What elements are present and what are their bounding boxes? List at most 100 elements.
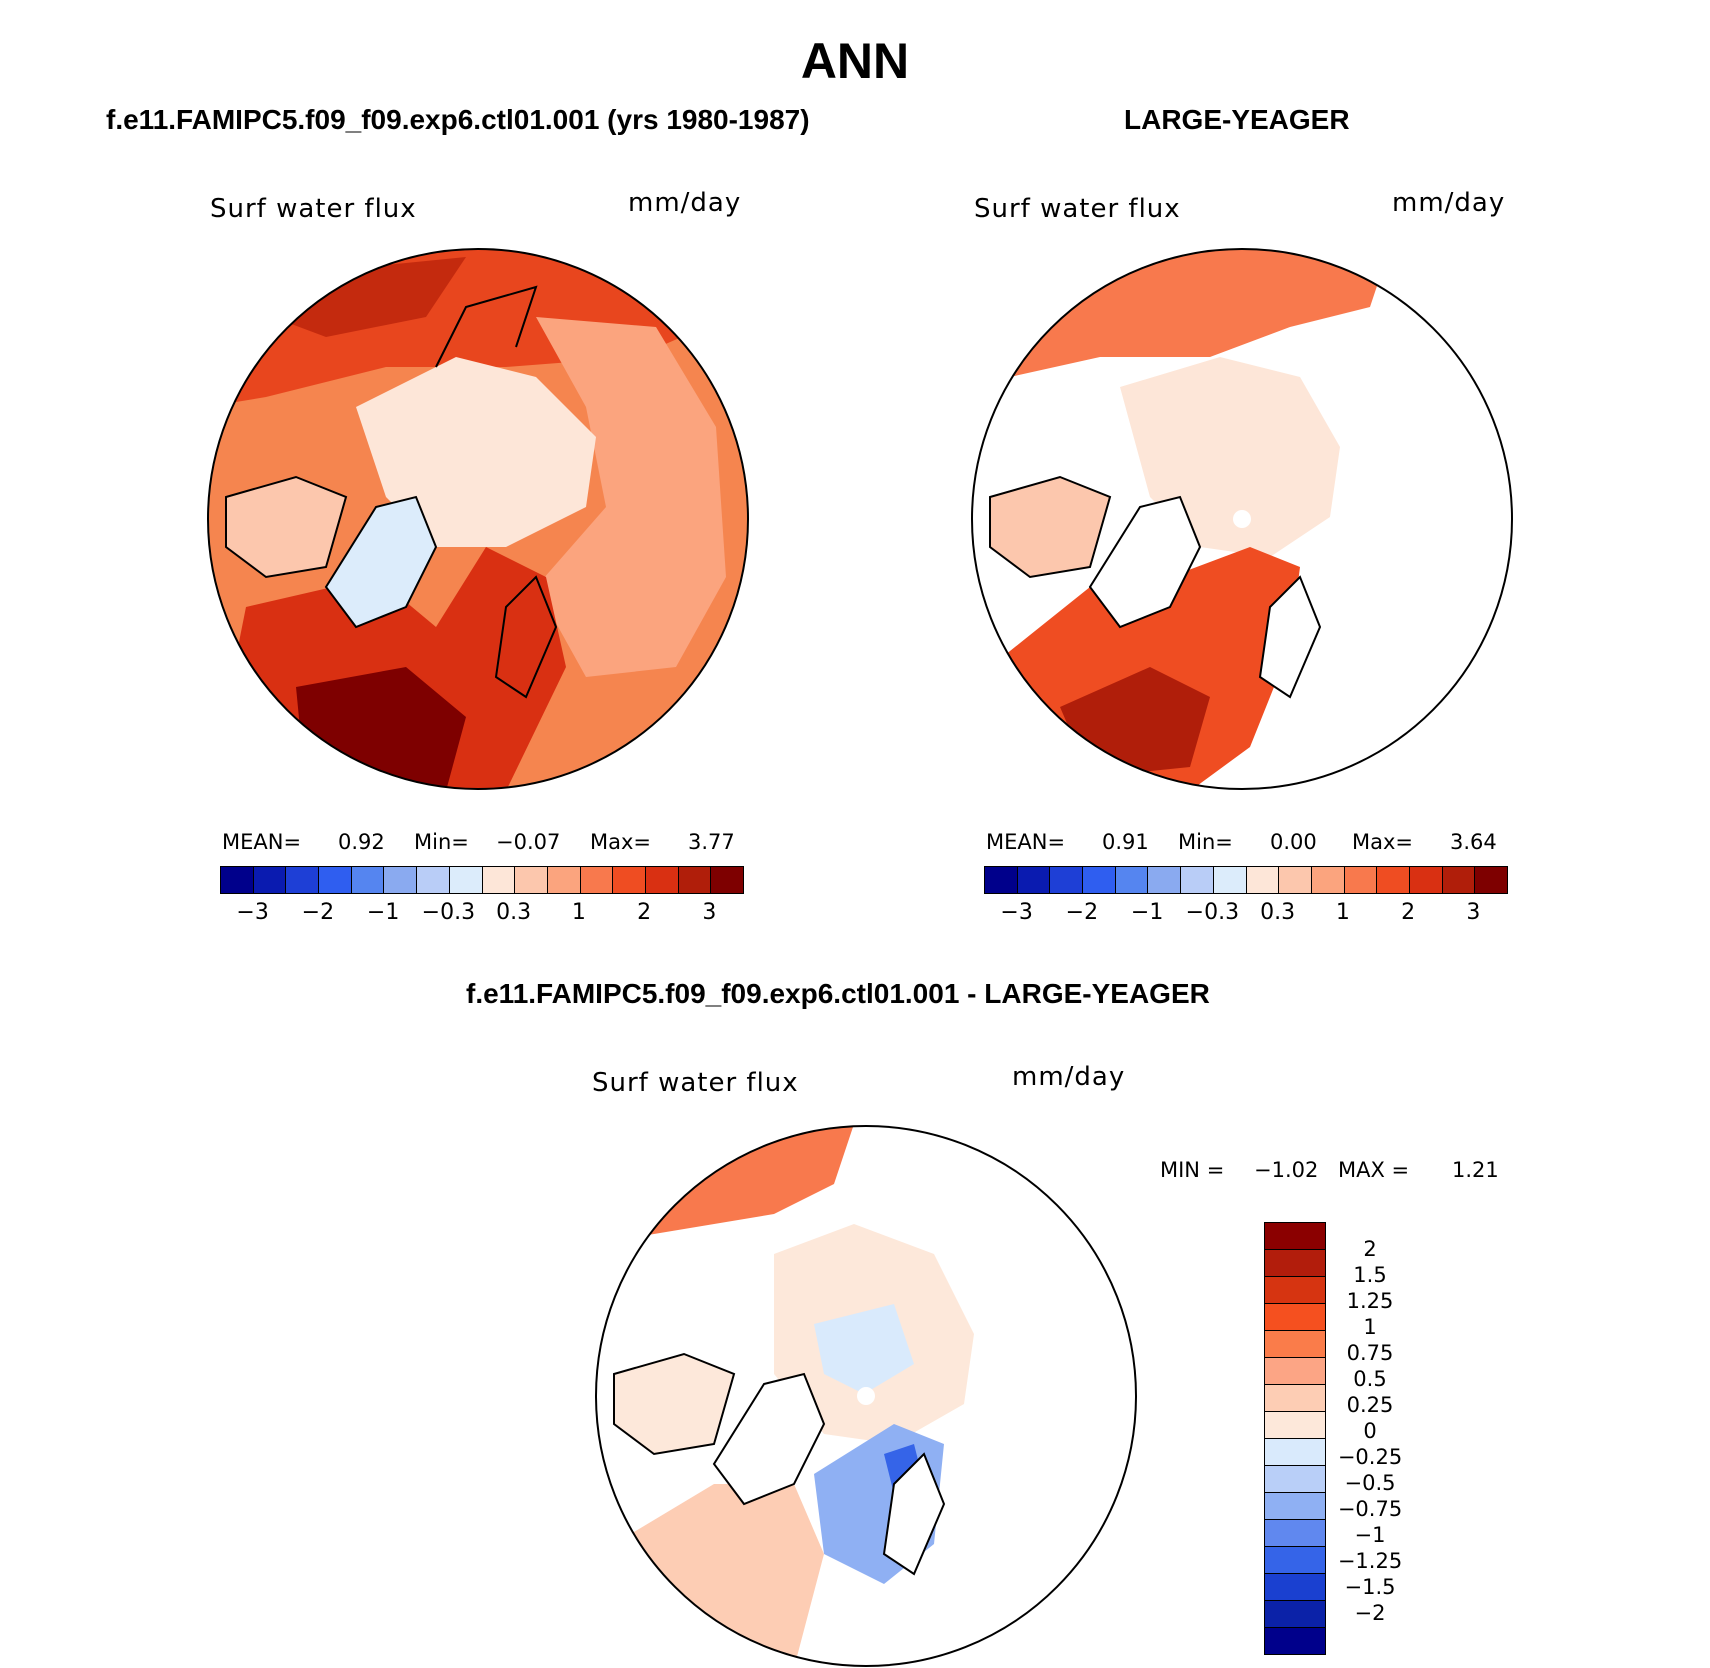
diff-colorbar-swatch <box>1265 1358 1325 1385</box>
right-pole-hole <box>1233 510 1251 528</box>
right-colorbar-swatch <box>1115 867 1149 893</box>
diff-colorbar-swatch <box>1265 1574 1325 1601</box>
diff-colorbar-label: 1.25 <box>1346 1289 1394 1313</box>
left-colorbar-tick-label: −2 <box>301 900 335 925</box>
diff-colorbar-label: 2 <box>1363 1237 1377 1261</box>
left-canada-land <box>225 475 348 579</box>
diff-units-label: mm/day <box>1012 1062 1126 1092</box>
right-units-label: mm/day <box>1392 188 1506 218</box>
diff-colorbar-swatch <box>1265 1547 1325 1574</box>
diff-variable-label: Surf water flux <box>592 1068 799 1098</box>
left-units-label: mm/day <box>628 188 742 218</box>
diff-greenland <box>712 1372 826 1506</box>
left-colorbar-swatch <box>678 867 712 893</box>
right-colorbar-tick-label: −3 <box>1000 900 1033 925</box>
left-colorbar-swatch <box>286 867 320 893</box>
left-colorbar-swatch <box>351 867 385 893</box>
left-colorbar-swatch <box>253 867 287 893</box>
left-colorbar-tick-label: −1 <box>366 900 400 925</box>
right-colorbar-swatch <box>1083 867 1116 893</box>
right-colorbar-tick-label: 0.3 <box>1260 900 1296 925</box>
left-variable-label: Surf water flux <box>210 194 417 224</box>
diff-arctic-blue <box>814 1304 914 1394</box>
diff-colorbar-label: 1 <box>1363 1315 1377 1339</box>
diff-colorbar-labels: 2 1.5 1.25 1 0.75 0.5 0.25 0 −0.25 −0.5 −0.75 −1 −1.… <box>1337 1222 1420 1640</box>
left-colorbar-swatch <box>482 867 516 893</box>
left-max-label: Max= <box>590 830 652 854</box>
left-polar-map <box>207 248 749 790</box>
right-mean-value: 0.91 <box>1102 830 1149 854</box>
diff-colorbar-label: 0.5 <box>1353 1367 1387 1391</box>
left-mean-label: MEAN= <box>222 830 302 854</box>
diff-colorbar-label: −1.25 <box>1337 1549 1403 1573</box>
right-colorbar-swatch <box>1409 867 1443 893</box>
diff-colorbar-swatch <box>1265 1223 1325 1250</box>
left-colorbar-tick-label: 3 <box>702 900 717 925</box>
right-colorbar-tick-label: 3 <box>1466 900 1481 925</box>
left-colorbar-swatch <box>449 867 483 893</box>
diff-colorbar-swatch <box>1265 1466 1325 1493</box>
right-colorbar-swatch <box>1475 867 1507 893</box>
diff-colorbar-swatch <box>1265 1331 1325 1358</box>
diff-colorbar-label: −0.25 <box>1337 1445 1403 1469</box>
diff-colorbar-label: 0.75 <box>1346 1341 1394 1365</box>
diff-colorbar-swatch <box>1265 1385 1325 1412</box>
diff-polar-map <box>595 1125 1137 1667</box>
right-colorbar-ticks: −3 −2 −1 −0.3 0.3 1 2 3 <box>984 900 1506 930</box>
diff-pole-hole <box>857 1387 875 1405</box>
diff-max-label: MAX = <box>1338 1158 1410 1182</box>
left-colorbar-swatch <box>580 867 614 893</box>
right-colorbar-swatch <box>1213 867 1247 893</box>
right-colorbar-tick-label: 2 <box>1401 900 1416 925</box>
figure-title: ANN <box>800 33 910 89</box>
left-colorbar-tick-label: −0.3 <box>421 900 476 925</box>
diff-colorbar-swatch <box>1265 1412 1325 1439</box>
right-colorbar-swatch <box>1181 867 1214 893</box>
right-mean-label: MEAN= <box>986 830 1066 854</box>
left-colorbar-swatch <box>417 867 450 893</box>
left-colorbar-swatch <box>645 867 679 893</box>
diff-colorbar-label: 0.25 <box>1346 1393 1394 1417</box>
left-max-value: 3.77 <box>688 830 735 854</box>
diff-colorbar-label: 0 <box>1363 1419 1377 1443</box>
diff-colorbar-label: −1 <box>1354 1523 1386 1547</box>
left-pacific-peak <box>246 257 466 337</box>
left-colorbar-swatch <box>547 867 581 893</box>
left-colorbar-tick-label: 0.3 <box>496 900 532 925</box>
diff-colorbar-swatch <box>1265 1493 1325 1520</box>
right-polar-map <box>971 248 1513 790</box>
right-colorbar-swatch <box>1311 867 1345 893</box>
right-colorbar <box>984 866 1508 894</box>
left-colorbar <box>220 866 744 894</box>
left-colorbar-swatch <box>384 867 418 893</box>
diff-colorbar-label: −0.5 <box>1344 1471 1396 1495</box>
left-alaska-coast <box>435 285 538 368</box>
left-scandinavia-coast <box>494 575 558 699</box>
diff-colorbar-swatch <box>1265 1250 1325 1277</box>
left-colorbar-swatch <box>221 867 254 893</box>
diff-colorbar <box>1264 1222 1326 1655</box>
diff-colorbar-swatch <box>1265 1304 1325 1331</box>
left-colorbar-tick-label: 2 <box>637 900 652 925</box>
left-colorbar-tick-label: −3 <box>236 900 269 925</box>
left-min-value: −0.07 <box>496 830 561 854</box>
diff-max-value: 1.21 <box>1452 1158 1499 1182</box>
left-colorbar-swatch <box>711 867 743 893</box>
left-greenland <box>324 495 438 629</box>
left-map-boundary <box>207 248 749 790</box>
right-colorbar-tick-label: −0.3 <box>1185 900 1240 925</box>
diff-colorbar-label: −2 <box>1354 1601 1386 1625</box>
diff-colorbar-label: 1.5 <box>1353 1263 1387 1287</box>
left-colorbar-ticks: −3 −2 −1 −0.3 0.3 1 2 3 <box>220 900 742 930</box>
diff-colorbar-swatch <box>1265 1520 1325 1547</box>
right-colorbar-swatch <box>1344 867 1378 893</box>
right-colorbar-swatch <box>1377 867 1410 893</box>
left-colorbar-swatch <box>319 867 352 893</box>
left-colorbar-swatch <box>515 867 548 893</box>
right-colorbar-swatch <box>1279 867 1312 893</box>
right-colorbar-swatch <box>1442 867 1476 893</box>
right-colorbar-swatch <box>1050 867 1084 893</box>
diff-panel-heading: f.e11.FAMIPC5.f09_f09.exp6.ctl01.001 - L… <box>466 978 1210 1009</box>
diff-colorbar-swatch <box>1265 1628 1325 1654</box>
diff-colorbar-swatch <box>1265 1601 1325 1628</box>
